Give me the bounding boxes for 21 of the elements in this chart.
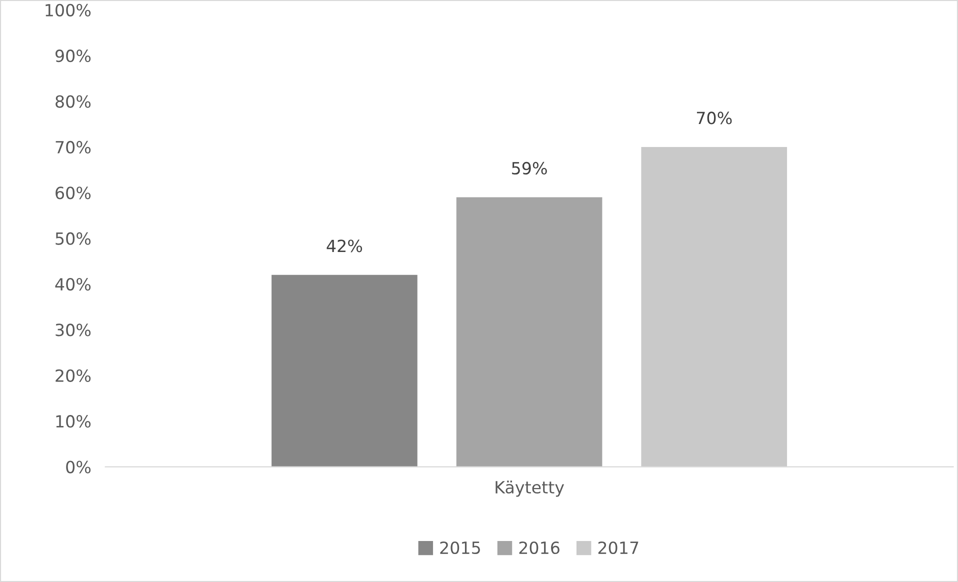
y-tick-label: 80% xyxy=(56,95,91,108)
data-label: 59% xyxy=(512,162,547,175)
legend-label: 2015 xyxy=(440,541,480,554)
y-tick-label: 90% xyxy=(55,50,91,62)
y-tick-label: 20% xyxy=(56,369,91,382)
y-tick-label: 30% xyxy=(56,324,91,336)
bar xyxy=(272,274,418,467)
x-tick-label: Käytetty xyxy=(496,480,564,497)
y-tick-label: 0% xyxy=(66,460,91,474)
y-tick-label: 10% xyxy=(56,415,91,428)
y-tick-label: 70% xyxy=(56,140,91,154)
y-tick-label: 100% xyxy=(46,4,91,16)
y-tick-label: 60% xyxy=(56,186,91,200)
legend-label: 2017 xyxy=(598,541,638,554)
data-label: 42% xyxy=(326,240,362,252)
data-label: 70% xyxy=(696,112,732,124)
y-tick-label: 50% xyxy=(56,232,91,245)
y-tick-label: 40% xyxy=(55,278,91,291)
bar xyxy=(641,146,788,467)
bar xyxy=(456,197,602,467)
legend-label: 2016 xyxy=(519,541,560,554)
